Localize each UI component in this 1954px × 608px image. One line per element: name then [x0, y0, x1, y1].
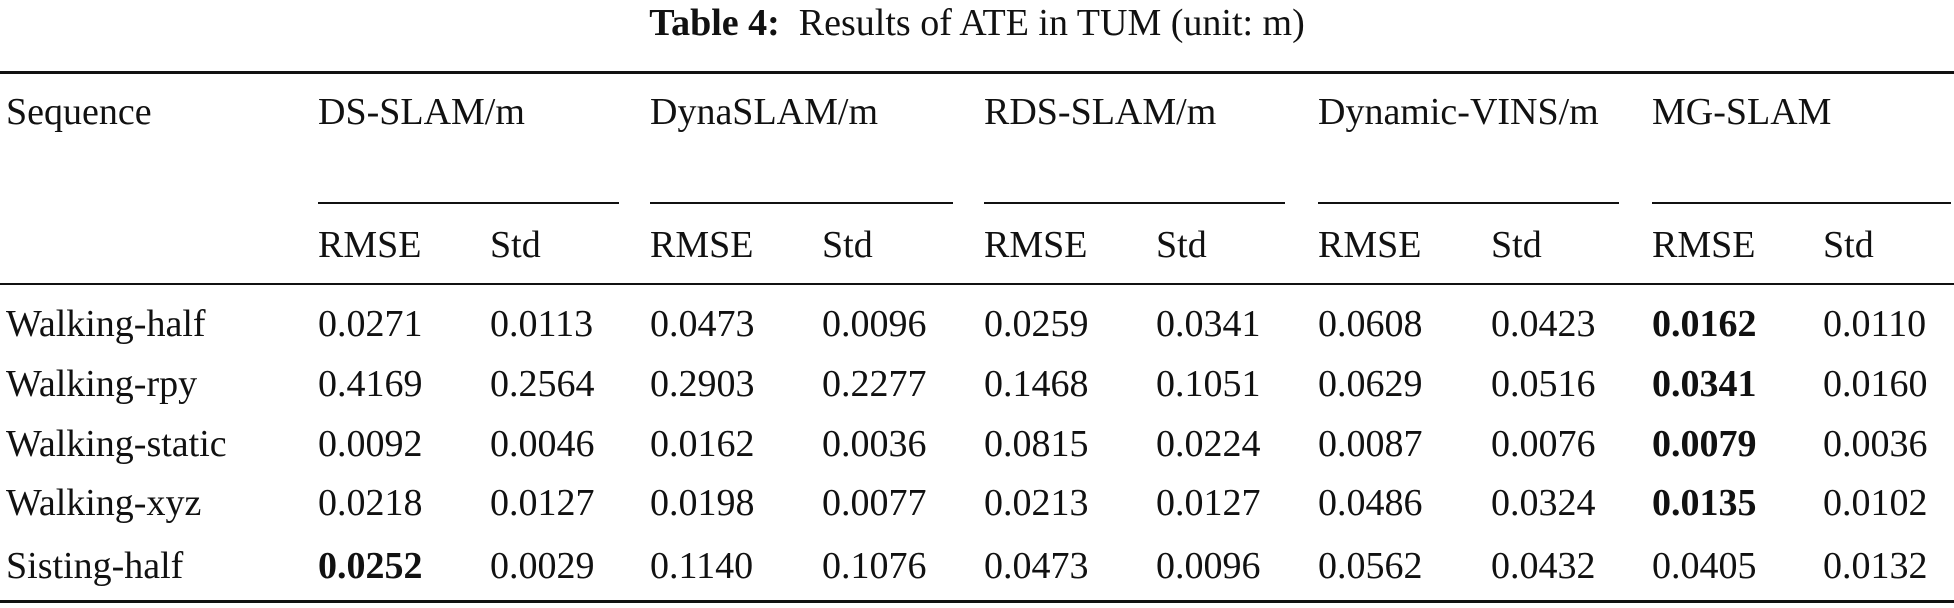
header-cell: Sequence	[6, 91, 152, 133]
cell: 0.0271	[318, 303, 423, 345]
cell: 0.4169	[318, 363, 423, 405]
cell: 0.0341	[1652, 363, 1757, 405]
cell: 0.0516	[1491, 363, 1596, 405]
cell: 0.0629	[1318, 363, 1423, 405]
cell: 0.0077	[822, 482, 927, 524]
cell: 0.0252	[318, 545, 423, 587]
cell: 0.0162	[1652, 303, 1757, 345]
cell: 0.2564	[490, 363, 595, 405]
cmidrule	[1652, 202, 1951, 204]
row-label: Sisting-half	[6, 545, 184, 587]
cell: 0.0486	[1318, 482, 1423, 524]
cell: 0.0029	[490, 545, 595, 587]
cell: 0.0127	[1156, 482, 1261, 524]
row-label: Walking-rpy	[6, 363, 198, 405]
subheader-cell: RMSE	[318, 224, 422, 266]
cell: 0.0162	[650, 423, 755, 465]
cell: 0.0092	[318, 423, 423, 465]
cell: 0.0036	[822, 423, 927, 465]
cell: 0.0473	[650, 303, 755, 345]
cell: 0.0423	[1491, 303, 1596, 345]
subheader-cell: Std	[822, 224, 873, 266]
cell: 0.0405	[1652, 545, 1757, 587]
caption-label: Table 4:	[649, 2, 780, 44]
cell: 0.0213	[984, 482, 1089, 524]
cell: 0.0224	[1156, 423, 1261, 465]
cell: 0.0135	[1652, 482, 1757, 524]
cell: 0.0160	[1823, 363, 1928, 405]
cell: 0.0132	[1823, 545, 1928, 587]
caption-text: Results of ATE in TUM (unit: m)	[798, 2, 1305, 44]
cell: 0.0127	[490, 482, 595, 524]
top-rule	[0, 71, 1954, 74]
method-header: Dynamic-VINS/m	[1318, 91, 1599, 133]
cell: 0.1468	[984, 363, 1089, 405]
cell: 0.0562	[1318, 545, 1423, 587]
subheader-cell: RMSE	[984, 224, 1088, 266]
cell: 0.2277	[822, 363, 927, 405]
cell: 0.0341	[1156, 303, 1261, 345]
cell: 0.0198	[650, 482, 755, 524]
mid-rule	[0, 283, 1954, 285]
cell: 0.0218	[318, 482, 423, 524]
cell: 0.0815	[984, 423, 1089, 465]
method-header: RDS-SLAM/m	[984, 91, 1217, 133]
cell: 0.0096	[1156, 545, 1261, 587]
method-header: MG-SLAM	[1652, 91, 1832, 133]
cell: 0.1051	[1156, 363, 1261, 405]
caption: Table 4: Results of ATE in TUM (unit: m)	[0, 0, 1954, 46]
cell: 0.0102	[1823, 482, 1928, 524]
cell: 0.0432	[1491, 545, 1596, 587]
subheader-cell: RMSE	[1652, 224, 1756, 266]
cell: 0.0046	[490, 423, 595, 465]
subheader-cell: RMSE	[650, 224, 754, 266]
cell: 0.1076	[822, 545, 927, 587]
cell: 0.2903	[650, 363, 755, 405]
cmidrule	[984, 202, 1285, 204]
subheader-cell: Std	[1491, 224, 1542, 266]
subheader-cell: RMSE	[1318, 224, 1422, 266]
row-label: Walking-xyz	[6, 482, 202, 524]
cmidrule	[1318, 202, 1619, 204]
subheader-cell: Std	[1823, 224, 1874, 266]
cell: 0.0036	[1823, 423, 1928, 465]
bottom-rule	[0, 600, 1954, 603]
subheader-cell: Std	[1156, 224, 1207, 266]
cell: 0.0473	[984, 545, 1089, 587]
cell: 0.0259	[984, 303, 1089, 345]
cell: 0.0324	[1491, 482, 1596, 524]
subheader-cell: Std	[490, 224, 541, 266]
row-label: Walking-static	[6, 423, 227, 465]
row-label: Walking-half	[6, 303, 206, 345]
cell: 0.0076	[1491, 423, 1596, 465]
cell: 0.0079	[1652, 423, 1757, 465]
cmidrule	[318, 202, 619, 204]
cell: 0.0608	[1318, 303, 1423, 345]
cell: 0.1140	[650, 545, 754, 587]
method-header: DS-SLAM/m	[318, 91, 525, 133]
cell: 0.0110	[1823, 303, 1927, 345]
cell: 0.0087	[1318, 423, 1423, 465]
method-header: DynaSLAM/m	[650, 91, 878, 133]
cell: 0.0113	[490, 303, 594, 345]
cmidrule	[650, 202, 953, 204]
cell: 0.0096	[822, 303, 927, 345]
